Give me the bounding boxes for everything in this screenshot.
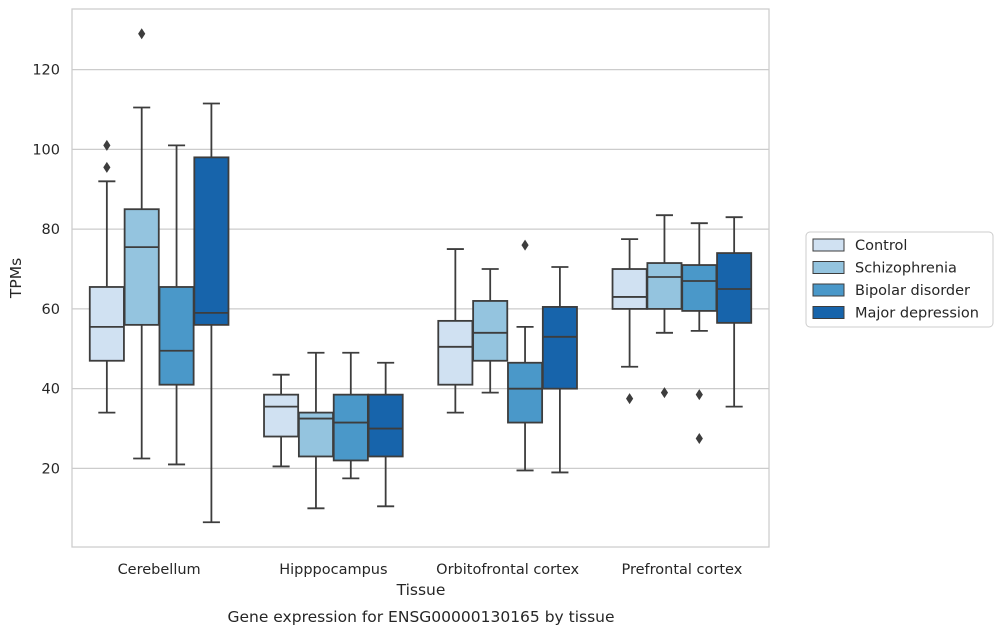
y-tick-label: 120: [32, 63, 60, 79]
box: [716, 216, 753, 408]
box: [541, 266, 578, 474]
box-body: [611, 268, 648, 310]
x-axis-ticks: Cerebellum Hipppocampus Orbitofrontal cort…: [118, 562, 743, 578]
box: [646, 214, 683, 399]
legend-swatch: [812, 238, 845, 252]
outlier-point: [138, 28, 146, 40]
legend-label: Major depression: [855, 306, 979, 322]
box-body: [541, 306, 578, 390]
box-body: [646, 262, 683, 310]
x-tick-label: Hipppocampus: [279, 562, 387, 578]
outlier-point: [695, 433, 703, 445]
outlier-point: [103, 139, 111, 151]
legend-swatch: [812, 306, 845, 319]
box: [611, 238, 648, 405]
box-body: [123, 208, 160, 326]
box-body: [263, 393, 300, 438]
y-tick-label: 60: [42, 302, 60, 318]
box: [297, 351, 334, 510]
legend-label: Schizophrenia: [855, 261, 957, 277]
chart-caption: Gene expression for ENSG00000130165 by t…: [227, 608, 614, 626]
box-body: [367, 393, 404, 458]
box-body: [193, 156, 230, 326]
box: [123, 28, 160, 460]
outlier-point: [660, 387, 669, 399]
outlier-point: [695, 389, 703, 401]
outlier-point: [103, 161, 111, 173]
box: [193, 102, 230, 524]
plot-frame: [71, 8, 770, 548]
box-body: [437, 319, 474, 386]
box: [332, 351, 369, 480]
box: [158, 144, 195, 466]
legend-swatch: [812, 261, 845, 274]
box-body: [716, 252, 753, 324]
legend: Control Schizophrenia Bipolar disorder Majo…: [805, 231, 994, 328]
box: [507, 239, 544, 472]
outlier-point: [521, 239, 529, 251]
box-body: [88, 286, 125, 362]
box-body: [472, 300, 509, 362]
box-body: [332, 393, 369, 462]
box-body: [507, 361, 544, 424]
box: [472, 268, 509, 394]
box: [88, 139, 125, 414]
legend-label: Bipolar disorder: [855, 283, 970, 299]
box: [367, 361, 404, 508]
y-tick-label: 80: [42, 222, 60, 238]
y-tick-label: 100: [32, 142, 60, 158]
box: [437, 248, 474, 414]
legend-swatch: [812, 283, 845, 297]
plot-boxes: [88, 28, 753, 524]
outlier-point: [626, 393, 634, 405]
box-body: [158, 286, 195, 386]
legend-frame: [805, 231, 994, 328]
x-tick-label: Prefrontal cortex: [621, 562, 742, 578]
box: [681, 222, 718, 445]
y-tick-label: 40: [42, 382, 60, 398]
y-tick-label: 20: [42, 461, 60, 477]
box-body: [681, 264, 718, 312]
x-tick-label: Orbitofrontal cortex: [436, 562, 579, 578]
legend-label: Control: [855, 238, 907, 254]
y-axis-label: TPMs: [7, 258, 25, 299]
x-tick-label: Cerebellum: [118, 562, 201, 578]
box-body: [297, 411, 334, 458]
x-axis-label: Tissue: [396, 581, 446, 599]
y-axis-ticks: 20 40 60 80 100 120: [32, 63, 60, 478]
